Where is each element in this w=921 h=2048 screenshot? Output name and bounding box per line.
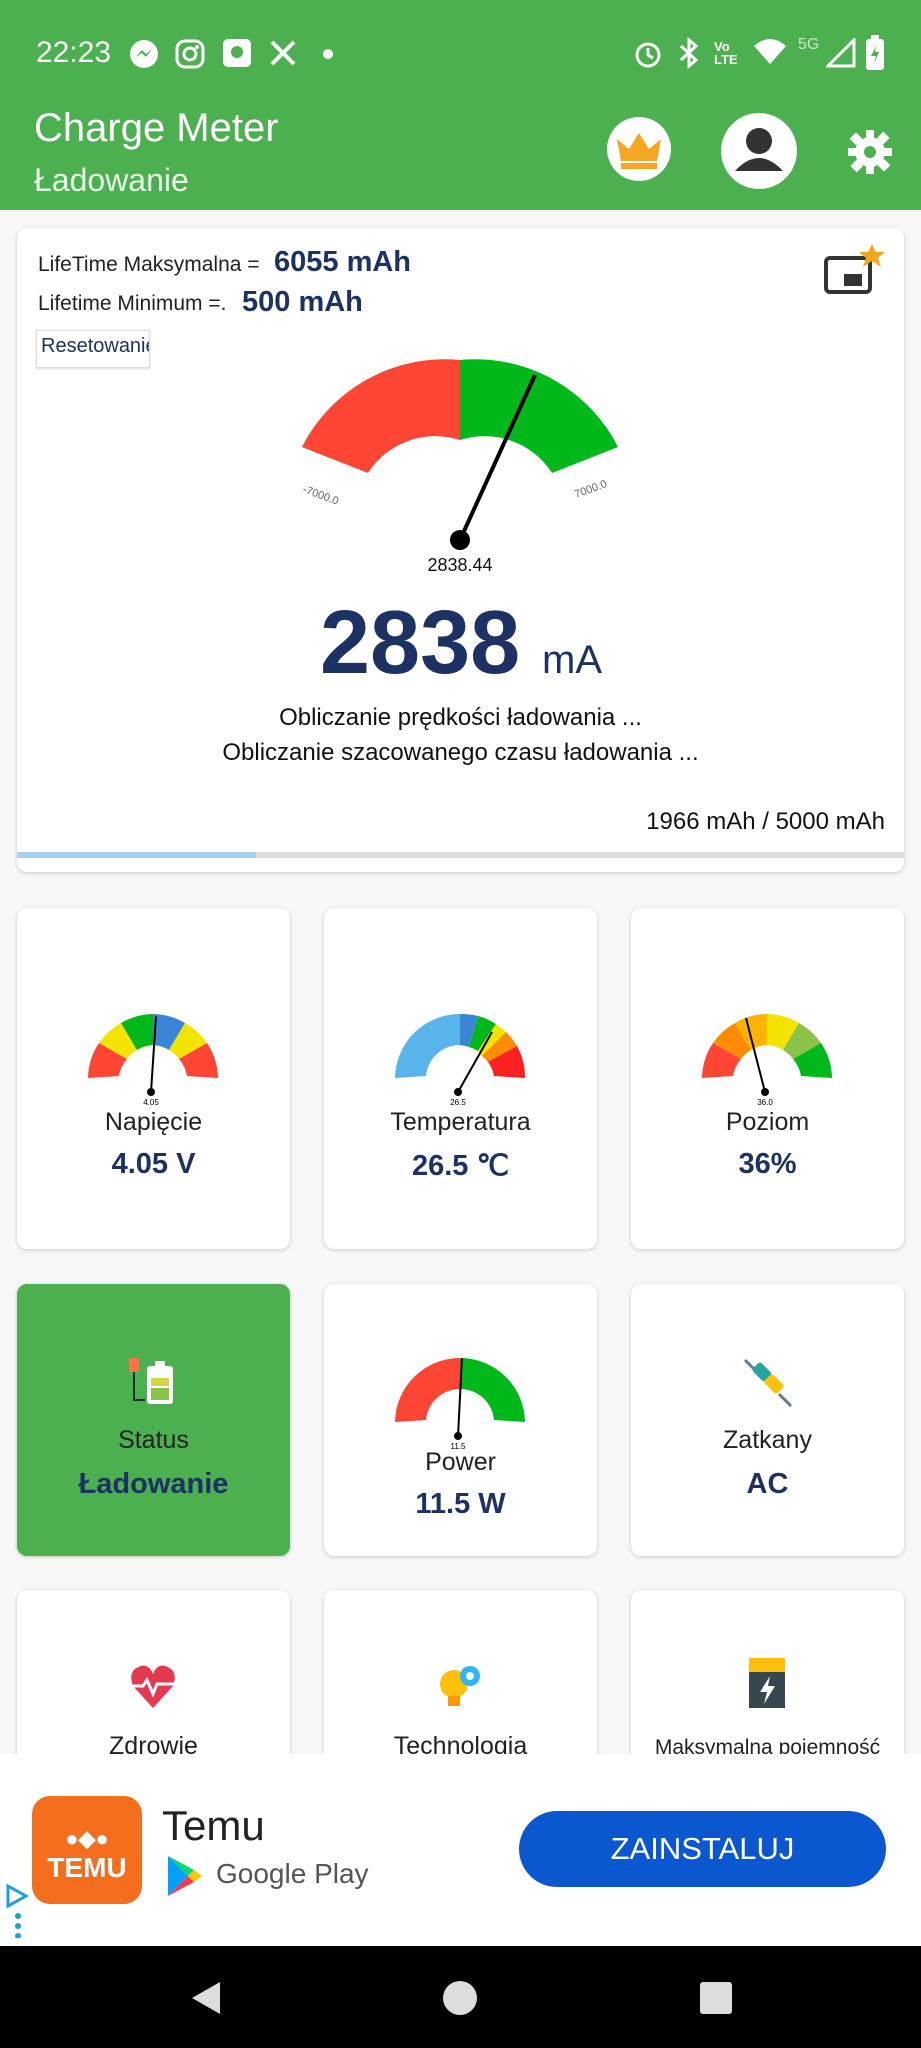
tile-plugged[interactable]: Zatkany AC: [631, 1284, 904, 1556]
tile-level[interactable]: 36.0 Poziom 36%: [631, 908, 904, 1249]
tile-technology[interactable]: Technologia: [324, 1590, 597, 1754]
technology-label: Technologia: [393, 1732, 528, 1754]
ad-app-name[interactable]: Temu: [162, 1802, 265, 1849]
x-icon: [270, 40, 296, 66]
temperature-gauge-value: 26.5: [450, 1098, 466, 1106]
power-gauge-value: 11.5: [451, 1442, 467, 1450]
lightbulb-gear-icon: [440, 1666, 480, 1706]
max-capacity-label: Maksymalna pojemność: [654, 1736, 881, 1754]
power-gauge: 11.5: [395, 1357, 525, 1450]
home-icon[interactable]: [440, 1978, 480, 2018]
temperature-label: Temperatura: [390, 1108, 531, 1136]
reset-button[interactable]: Resetowanie: [36, 330, 150, 368]
ad-choices-icon[interactable]: [4, 1882, 32, 1938]
heart-pulse-icon: [131, 1665, 175, 1708]
back-icon[interactable]: [186, 1978, 226, 2018]
picture-in-picture-icon[interactable]: [820, 242, 890, 300]
gauge-needle: [458, 374, 537, 541]
voltage-gauge-value: 4.05: [143, 1098, 159, 1106]
crown-icon: [617, 133, 661, 169]
bluetooth-icon: [679, 36, 699, 70]
level-value: 36%: [738, 1148, 797, 1180]
account-button[interactable]: [721, 113, 797, 189]
tiles-row-3: Zdrowie Technologia Maksymalna pojemność: [0, 1588, 921, 1754]
plugged-label: Zatkany: [723, 1426, 812, 1454]
signal-icon: [826, 38, 856, 68]
alarm-icon: [635, 42, 661, 68]
tile-status[interactable]: Status Ładowanie: [17, 1284, 290, 1556]
charge-progress-fill: [17, 852, 257, 858]
tile-voltage[interactable]: 4.05 Napięcie 4.05 V: [17, 908, 290, 1249]
level-gauge-value: 36.0: [757, 1098, 773, 1106]
install-button[interactable]: ZAINSTALUJ: [519, 1811, 886, 1887]
battery-capacity-icon: [749, 1658, 785, 1708]
app-header: 22:23 Vo LTE 5G Charge Meter Ładowanie: [0, 0, 921, 210]
tile-temperature[interactable]: 26.5 Temperatura 26.5 ℃: [324, 908, 597, 1249]
gauge-pivot: [450, 530, 470, 550]
5g-icon: 5G: [798, 36, 820, 53]
tile-max-capacity[interactable]: Maksymalna pojemność: [631, 1590, 904, 1754]
premium-button[interactable]: [607, 117, 671, 181]
temperature-value: 26.5 ℃: [411, 1150, 510, 1182]
notification-dot-icon: [323, 49, 333, 59]
recents-icon[interactable]: [696, 1978, 736, 2018]
status-label: Status: [118, 1426, 189, 1454]
status-bar: 22:23 Vo LTE 5G: [0, 22, 921, 86]
power-value: 11.5 W: [415, 1488, 506, 1520]
gauge-max-label: 7000.0: [573, 478, 609, 501]
tile-power[interactable]: 11.5 Power 11.5 W: [324, 1284, 597, 1556]
charge-speed-text: Obliczanie prędkości ładowania ...: [279, 704, 642, 731]
gauge-red-zone: [302, 359, 460, 473]
tile-health[interactable]: Zdrowie: [17, 1590, 290, 1754]
ad-store-name: Google Play: [216, 1858, 369, 1889]
wifi-icon: [754, 39, 786, 64]
messenger-icon: [130, 40, 158, 68]
health-label: Zdrowie: [109, 1732, 198, 1754]
status-time: 22:23: [36, 36, 112, 69]
voltage-value: 4.05 V: [111, 1148, 196, 1180]
app-subtitle: Ładowanie: [34, 162, 189, 198]
battery-icon: [866, 35, 884, 70]
gauge-green-zone: [460, 359, 618, 473]
plugged-value: AC: [746, 1468, 789, 1500]
voltage-gauge: 4.05: [88, 1014, 218, 1106]
volte-icon: Vo LTE: [714, 39, 738, 67]
temu-logo[interactable]: ●◆● TEMU: [32, 1796, 142, 1904]
temperature-gauge: 26.5: [395, 1013, 526, 1106]
app-title: Charge Meter: [34, 106, 279, 150]
power-label: Power: [425, 1448, 496, 1476]
instagram-icon: [175, 39, 205, 69]
lifetime-max-label: LifeTime Maksymalna =: [38, 253, 260, 276]
capacity-text: 1966 mAh / 5000 mAh: [646, 808, 885, 835]
account-icon: [735, 128, 783, 171]
level-label: Poziom: [725, 1108, 810, 1136]
current-value: 2838: [320, 593, 521, 693]
ad-banner[interactable]: ●◆● TEMU Temu Google Play ZAINSTALUJ: [0, 1754, 921, 1946]
charging-battery-icon: [129, 1358, 173, 1404]
current-gauge: -7000.0 7000.0: [301, 359, 618, 550]
gallery-icon: [223, 39, 251, 67]
plug-icon: [743, 1358, 793, 1408]
status-value: Ładowanie: [78, 1468, 229, 1500]
current-card: [17, 228, 904, 872]
voltage-label: Napięcie: [104, 1108, 203, 1136]
level-gauge: 36.0: [702, 1014, 832, 1106]
gauge-value-label: 2838.44: [427, 555, 493, 575]
system-nav-bar: [0, 1946, 921, 2048]
settings-gear-icon[interactable]: [846, 128, 894, 176]
lifetime-min-label: Lifetime Minimum =.: [38, 292, 227, 315]
charge-time-text: Obliczanie szacowanego czasu ładowania .…: [222, 739, 699, 766]
gauge-min-label: -7000.0: [301, 484, 340, 508]
current-unit: mA: [542, 638, 602, 682]
charge-progress-bar: [17, 852, 904, 858]
lifetime-max-value: 6055 mAh: [274, 246, 412, 278]
google-play-icon: [168, 1856, 202, 1896]
lifetime-min-value: 500 mAh: [242, 286, 363, 318]
